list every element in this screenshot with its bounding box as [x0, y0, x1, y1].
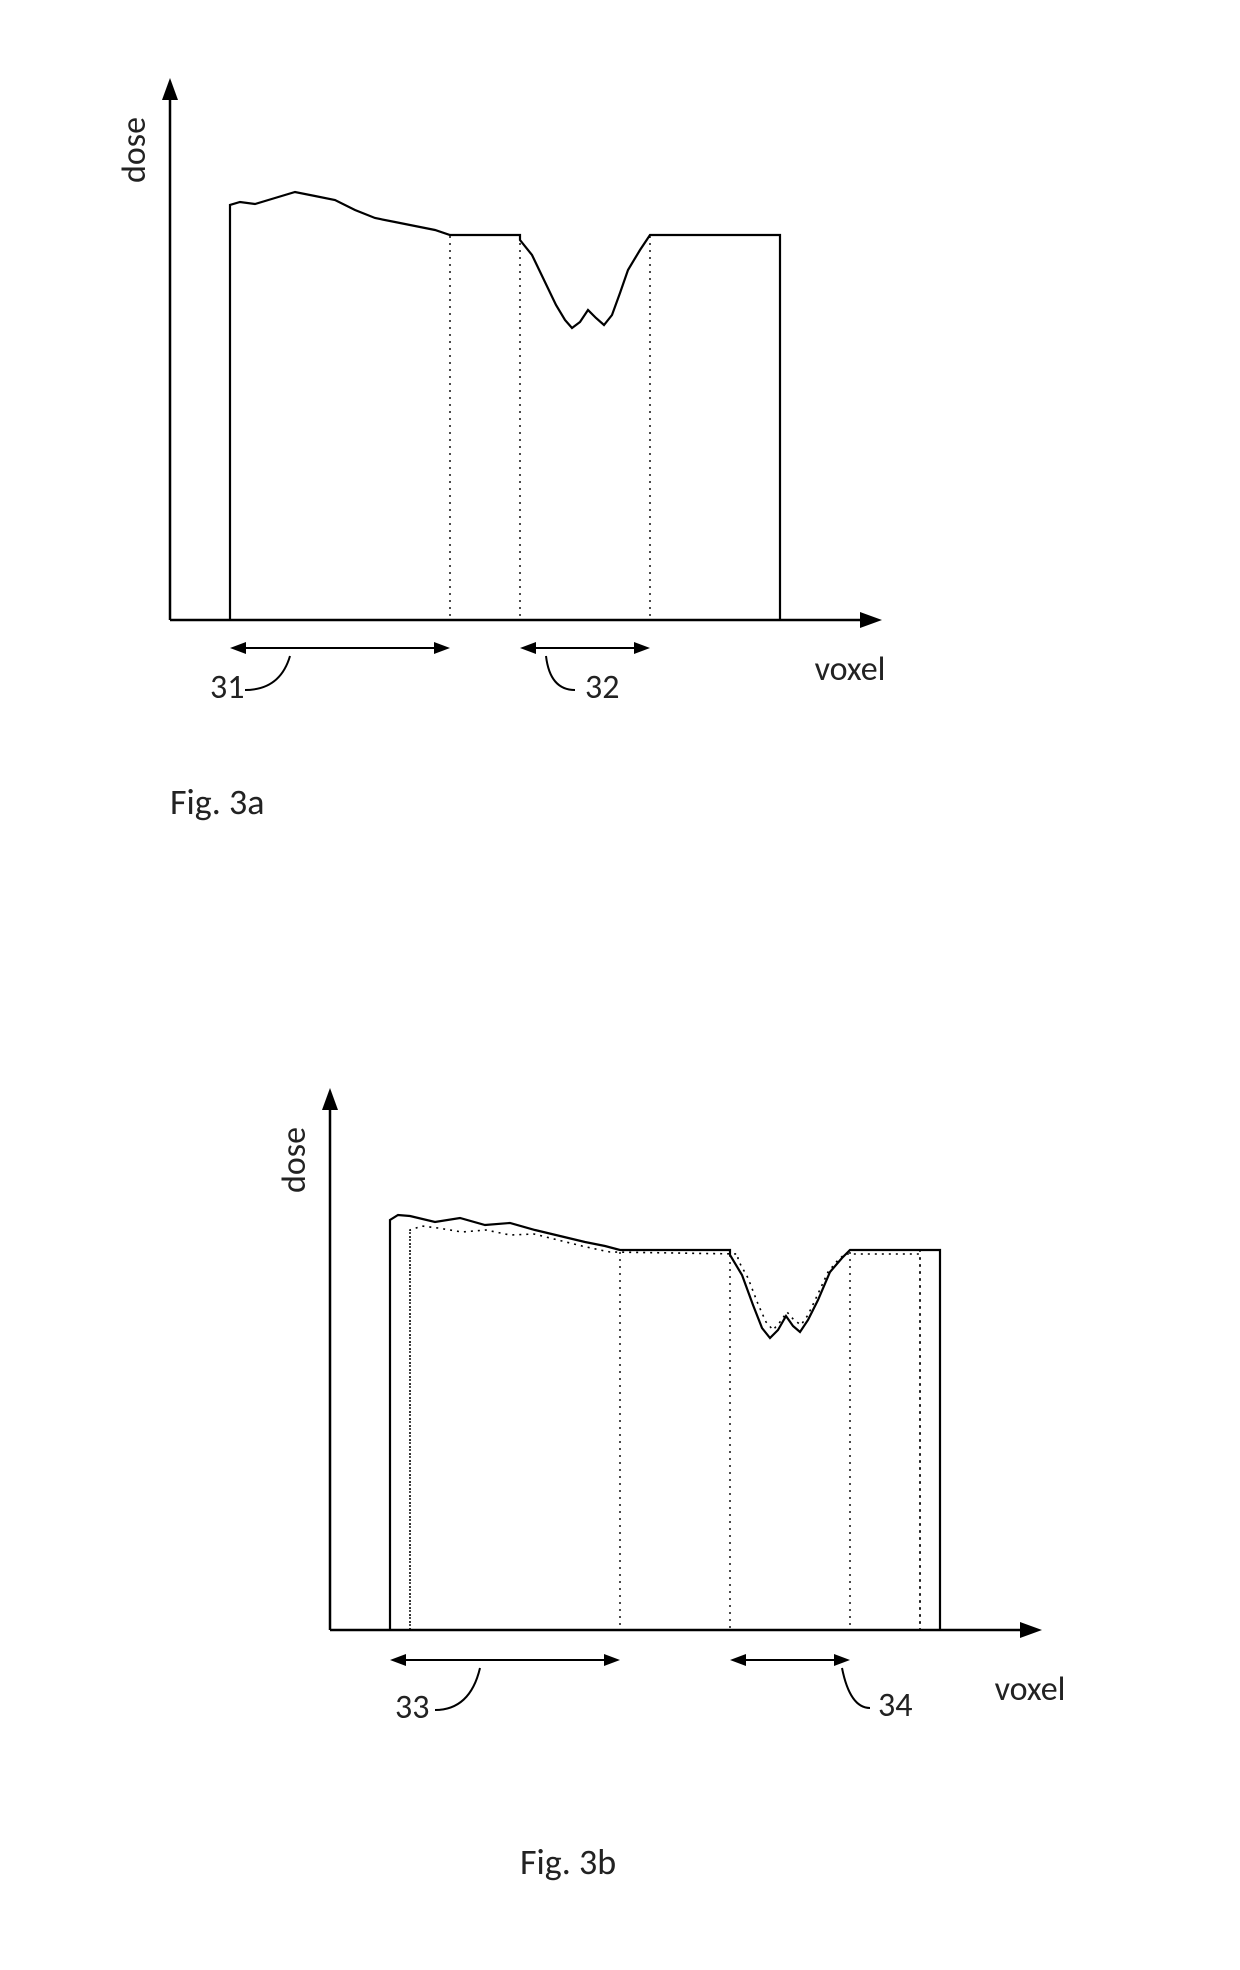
dose-profile-inner [410, 1226, 920, 1630]
y-axis-label: dose [114, 117, 155, 183]
region32-label: 32 [585, 667, 619, 708]
dose-profile [230, 192, 780, 620]
region34-range [730, 1654, 850, 1666]
dose-profile-outer [390, 1215, 940, 1630]
region32-leader [546, 656, 575, 690]
region31-label: 31 [210, 667, 244, 708]
x-axis-arrow [860, 612, 882, 628]
region31-range [230, 642, 450, 654]
y-axis-arrow [322, 1088, 338, 1110]
region33-range [390, 1654, 620, 1666]
figure-3a: dose voxel 31 32 [50, 50, 950, 710]
figure-3b-caption: Fig. 3b [520, 1840, 616, 1884]
region34-leader [842, 1668, 870, 1708]
region32-range [520, 642, 650, 654]
y-axis-arrow [162, 78, 178, 100]
region34-label: 34 [878, 1685, 912, 1726]
region31-leader [245, 656, 290, 690]
region33-leader [435, 1668, 480, 1710]
figure-3b-svg: dose voxel 33 34 [210, 1060, 1110, 1740]
region33-label: 33 [395, 1687, 429, 1728]
x-axis-arrow [1020, 1622, 1042, 1638]
x-axis-label: voxel [815, 649, 886, 690]
figure-3b: dose voxel 33 34 [210, 1060, 1110, 1740]
figure-3a-caption: Fig. 3a [170, 780, 264, 824]
figure-3a-svg: dose voxel 31 32 [50, 50, 950, 710]
x-axis-label: voxel [995, 1669, 1066, 1710]
y-axis-label: dose [274, 1127, 315, 1193]
